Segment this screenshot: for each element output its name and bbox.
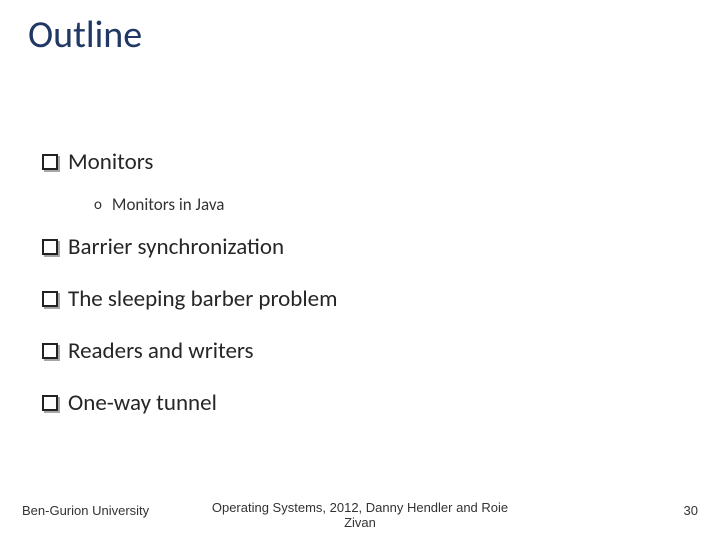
checkbox-icon xyxy=(42,291,58,307)
sub-bullet-item: o Monitors in Java xyxy=(94,194,682,215)
checkbox-icon xyxy=(42,343,58,359)
bullet-text: Barrier synchronization xyxy=(68,233,284,261)
bullet-item: Readers and writers xyxy=(42,337,682,365)
checkbox-icon xyxy=(42,154,58,170)
circle-bullet-icon: o xyxy=(94,196,102,214)
bullet-text: Readers and writers xyxy=(68,337,254,365)
footer-center-line1: Operating Systems, 2012, Danny Hendler a… xyxy=(212,500,508,515)
bullet-item: Barrier synchronization xyxy=(42,233,682,261)
slide: Outline Monitors o Monitors in Java Barr… xyxy=(0,0,720,540)
bullet-text: Monitors xyxy=(68,148,153,176)
bullet-list: Monitors o Monitors in Java Barrier sync… xyxy=(42,148,682,441)
footer-center: Operating Systems, 2012, Danny Hendler a… xyxy=(150,500,570,530)
checkbox-icon xyxy=(42,239,58,255)
footer-left: Ben-Gurion University xyxy=(22,503,149,518)
bullet-item: The sleeping barber problem xyxy=(42,285,682,313)
bullet-item: One-way tunnel xyxy=(42,389,682,417)
checkbox-icon xyxy=(42,395,58,411)
footer-page-number: 30 xyxy=(684,503,698,518)
bullet-text: One-way tunnel xyxy=(68,389,217,417)
slide-title: Outline xyxy=(28,12,142,58)
bullet-item: Monitors xyxy=(42,148,682,176)
footer-center-line2: Zivan xyxy=(344,515,376,530)
bullet-text: The sleeping barber problem xyxy=(68,285,337,313)
sub-bullet-text: Monitors in Java xyxy=(112,194,224,215)
